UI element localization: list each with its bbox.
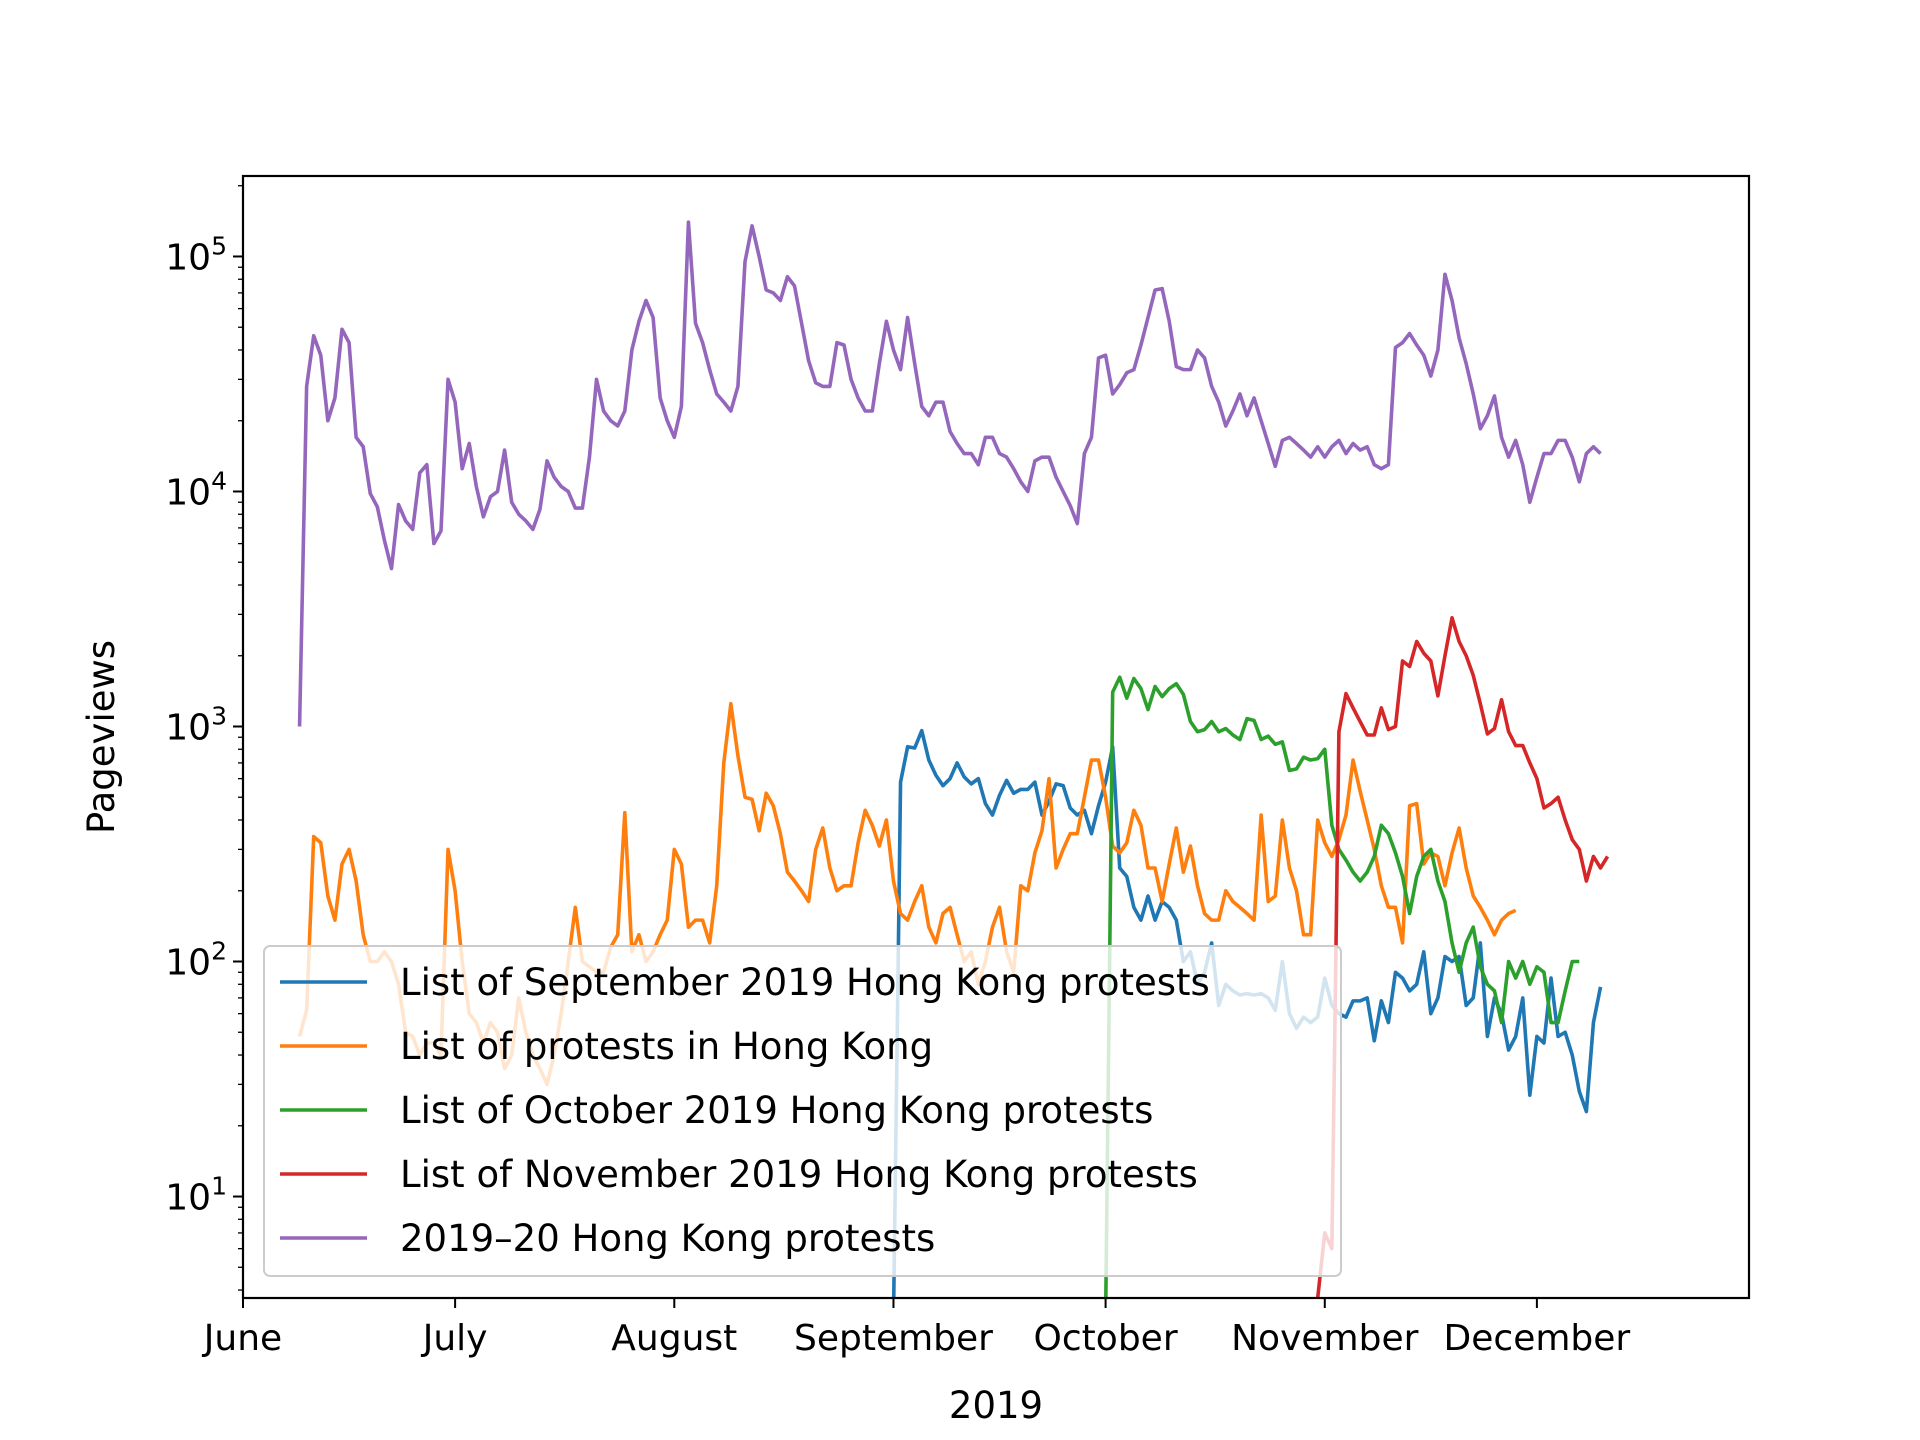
y-tick-label: 103 <box>165 701 227 748</box>
x-tick-label: July <box>421 1318 488 1359</box>
x-tick-label: October <box>1034 1318 1178 1359</box>
x-axis: June July August September October November De… <box>202 1298 1631 1359</box>
legend-box <box>263 945 1342 1277</box>
series-line-5 <box>297 220 1602 727</box>
legend-label-5: 2019–20 Hong Kong protests <box>400 1217 935 1260</box>
y-tick-label: 101 <box>165 1172 227 1219</box>
x-tick-label: December <box>1444 1318 1631 1359</box>
legend-label-4: List of November 2019 Hong Kong protests <box>400 1153 1198 1196</box>
y-tick-label: 105 <box>165 231 227 278</box>
legend-label-2: List of protests in Hong Kong <box>400 1025 933 1068</box>
y-tick-label: 102 <box>165 937 227 984</box>
series-line-4 <box>1315 616 1610 1298</box>
x-axis-label: 2019 <box>949 1384 1043 1427</box>
y-axis-label: Pageviews <box>80 640 123 834</box>
x-tick-label: September <box>794 1318 993 1359</box>
x-tick-label: November <box>1231 1318 1418 1359</box>
legend-label-1: List of September 2019 Hong Kong protest… <box>400 961 1210 1004</box>
y-axis: 101 102 103 104 105 <box>165 185 243 1291</box>
y-tick-label: 104 <box>165 466 227 513</box>
legend: List of September 2019 Hong Kong protest… <box>263 945 1342 1277</box>
x-tick-label: June <box>202 1318 282 1359</box>
legend-label-3: List of October 2019 Hong Kong protests <box>400 1089 1153 1132</box>
x-tick-label: August <box>611 1318 737 1359</box>
series-line-3 <box>1104 675 1580 1298</box>
